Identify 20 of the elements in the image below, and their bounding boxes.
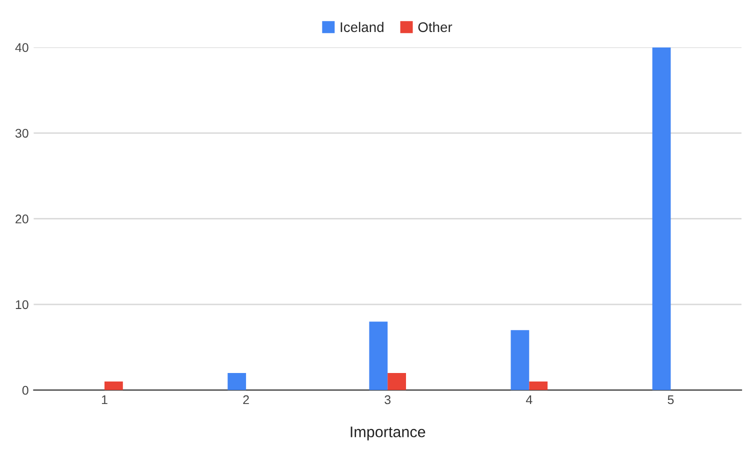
x-tick-label: 1 (102, 395, 108, 404)
y-tick-label: 30 (15, 128, 28, 138)
y-tick-label: 20 (16, 214, 28, 224)
bar (652, 47, 671, 390)
y-tick-label: 40 (15, 43, 28, 52)
bar (510, 330, 530, 390)
bar (388, 372, 406, 390)
x-tick-label: 2 (243, 395, 249, 404)
bar (529, 382, 548, 390)
bar (228, 372, 246, 390)
x-tick-label: 3 (384, 395, 391, 404)
y-tick-label: 10 (16, 300, 28, 310)
bar (369, 322, 388, 390)
legend-label: Iceland (340, 22, 384, 32)
y-tick-label: 0 (22, 386, 28, 395)
x-tick-label: 4 (526, 395, 532, 404)
x-tick-label: 5 (668, 395, 674, 404)
x-axis-title: Importance (350, 426, 426, 440)
legend-label: Other (418, 22, 452, 32)
bar (104, 382, 123, 390)
